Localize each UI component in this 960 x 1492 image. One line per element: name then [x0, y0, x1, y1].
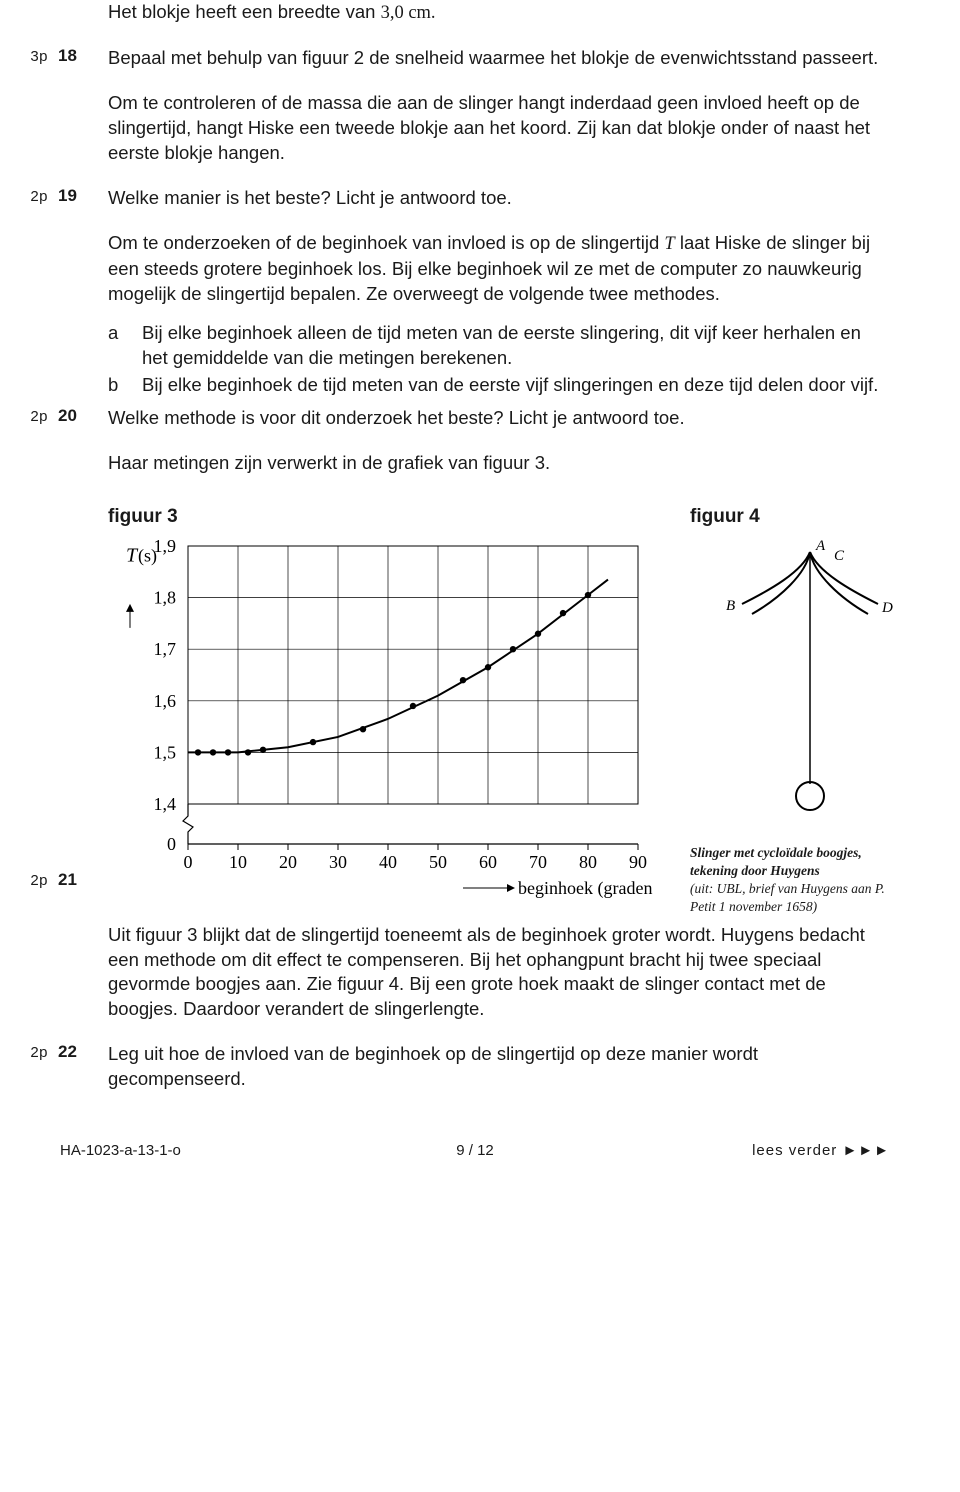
p4-text: Haar metingen zijn verwerkt in de grafie…: [108, 451, 960, 476]
intro-line-val: 3,0 cm.: [381, 3, 436, 23]
figure3-chart: 01020304050607080901,41,51,61,71,81,90T …: [108, 534, 654, 924]
q19-text: Welke manier is het beste? Licht je antw…: [108, 186, 960, 211]
svg-text:10: 10: [229, 852, 247, 872]
svg-text:60: 60: [479, 852, 497, 872]
svg-text:A: A: [815, 538, 826, 554]
p2-text: Om te controleren of de massa die aan de…: [108, 91, 960, 166]
footer-left: HA-1023-a-13-1-o: [60, 1142, 337, 1159]
q22-text: Leg uit hoe de invloed van de beginhoek …: [108, 1042, 960, 1092]
p3-a: Om te onderzoeken of de beginhoek van in…: [108, 232, 664, 253]
q22-points: 2p: [0, 1042, 48, 1061]
figure4-svg: A B C D: [690, 534, 910, 834]
q18-points: 3p: [0, 46, 48, 65]
svg-text:beginhoek (graden): beginhoek (graden): [518, 878, 653, 899]
option-a-letter: a: [108, 321, 142, 371]
q20-text: Welke methode is voor dit onderzoek het …: [108, 406, 960, 431]
figure4-col: figuur 4 ABCD Slinger met cycloïdale boo…: [654, 496, 910, 917]
q20-points: 2p: [0, 406, 48, 425]
q18-block: 3p 18 Bepaal met behulp van figuur 2 de …: [0, 46, 960, 85]
figure4-caption: figuur 4: [690, 506, 910, 528]
q18-text: Bepaal met behulp van figuur 2 de snelhe…: [108, 46, 960, 71]
svg-text:D: D: [881, 600, 893, 616]
intro-line-block: Het blokje heeft een breedte van 3,0 cm.: [0, 0, 960, 40]
option-b-letter: b: [108, 373, 142, 398]
svg-text:1,4: 1,4: [154, 794, 177, 814]
q20-block: 2p 20 Welke methode is voor dit onderzoe…: [0, 406, 960, 445]
p3-block: Om te onderzoeken of de beginhoek van in…: [0, 231, 960, 400]
svg-text:0: 0: [167, 834, 176, 854]
figure3-caption: figuur 3: [108, 506, 654, 528]
q21-number: 21: [48, 870, 108, 890]
svg-text:1,6: 1,6: [154, 690, 177, 710]
p5-text: Uit figuur 3 blijkt dat de slingertijd t…: [108, 923, 960, 1023]
figure3-col: figuur 3 0 10 20 30 40 50 60 70 80 90 1,4 1,5 1,6 1,7…: [108, 496, 654, 924]
svg-text:1,7: 1,7: [154, 639, 177, 659]
footer-right: lees verder ►►►: [613, 1142, 890, 1159]
p4-block: Haar metingen zijn verwerkt in de grafie…: [0, 451, 960, 490]
q19-points: 2p: [0, 186, 48, 205]
figures-row: figuur 3 0 10 20 30 40 50 60 70 80 90 1,4 1,5 1,6 1,7…: [108, 496, 960, 924]
intro-line: Het blokje heeft een breedte van 3,0 cm.: [108, 0, 960, 26]
page-footer: HA-1023-a-13-1-o 9 / 12 lees verder ►►►: [0, 1142, 960, 1159]
svg-text:20: 20: [279, 852, 297, 872]
svg-text:90: 90: [629, 852, 647, 872]
p5-block: Uit figuur 3 blijkt dat de slingertijd t…: [0, 923, 960, 1037]
intro-line-pre: Het blokje heeft een breedte van: [108, 1, 381, 22]
svg-text:50: 50: [429, 852, 447, 872]
svg-text:1,8: 1,8: [154, 587, 177, 607]
q22-block: 2p 22 Leg uit hoe de invloed van de begi…: [0, 1042, 960, 1106]
svg-text:1,5: 1,5: [154, 742, 177, 762]
footer-center: 9 / 12: [337, 1142, 614, 1159]
q21-points: 2p: [0, 870, 48, 889]
p3-col: Om te onderzoeken of de beginhoek van in…: [108, 231, 960, 400]
option-b-text: Bij elke beginhoek de tijd meten van de …: [142, 373, 878, 398]
svg-text:70: 70: [529, 852, 547, 872]
svg-text:C: C: [834, 548, 845, 564]
p3-text: Om te onderzoeken of de beginhoek van in…: [108, 231, 890, 307]
svg-text:30: 30: [329, 852, 347, 872]
exam-page: Het blokje heeft een breedte van 3,0 cm.…: [0, 0, 960, 1199]
p3-T: T: [664, 234, 674, 254]
svg-text:0: 0: [184, 852, 193, 872]
option-b: b Bij elke beginhoek de tijd meten van d…: [108, 373, 890, 398]
p2-block: Om te controleren of de massa die aan de…: [0, 91, 960, 180]
q20-number: 20: [48, 406, 108, 426]
option-a: a Bij elke beginhoek alleen de tijd mete…: [108, 321, 890, 371]
svg-text:80: 80: [579, 852, 597, 872]
svg-text:B: B: [726, 598, 735, 614]
points-empty: [0, 0, 48, 2]
svg-text:40: 40: [379, 852, 397, 872]
q19-number: 19: [48, 186, 108, 206]
svg-text:(s): (s): [138, 545, 157, 566]
figure3-svg: 01020304050607080901,41,51,61,71,81,90T …: [108, 534, 653, 924]
q18-number: 18: [48, 46, 108, 66]
option-a-text: Bij elke beginhoek alleen de tijd meten …: [142, 321, 890, 371]
q22-number: 22: [48, 1042, 108, 1062]
q19-block: 2p 19 Welke manier is het beste? Licht j…: [0, 186, 960, 225]
